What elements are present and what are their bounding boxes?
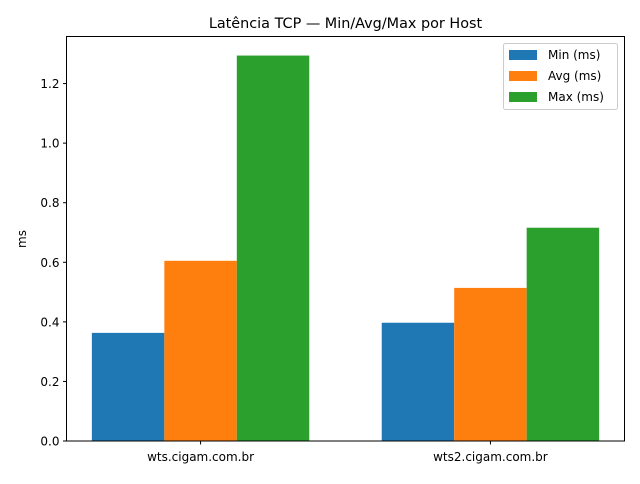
bar-min-0 (91, 332, 165, 441)
legend: Min (ms) Avg (ms) Max (ms) (503, 43, 618, 110)
chart-title: Latência TCP — Min/Avg/Max por Host (209, 16, 483, 32)
x-tick-label: wts2.cigam.com.br (433, 450, 548, 464)
y-tick-label: 1.2 (40, 77, 59, 91)
legend-swatch (509, 92, 537, 102)
legend-label: Avg (ms) (548, 69, 601, 83)
y-tick-label: 0.4 (40, 315, 59, 329)
bar-max-0 (236, 55, 310, 442)
legend-swatch (509, 50, 537, 60)
y-tick-label: 0.6 (40, 256, 59, 270)
legend-label: Min (ms) (548, 48, 600, 62)
plot-frame (66, 36, 625, 442)
y-axis-label: ms (15, 230, 29, 248)
bar-avg-0 (164, 260, 237, 441)
y-tick-label: 0.0 (40, 435, 59, 449)
y-tick-label: 0.8 (40, 196, 59, 210)
y-tick-label: 0.2 (40, 375, 59, 389)
legend-swatch (509, 71, 537, 81)
bar-min-1 (381, 322, 455, 441)
x-tick-label: wts.cigam.com.br (147, 450, 254, 464)
bar-max-1 (526, 227, 600, 441)
y-tick-label: 1.0 (40, 137, 59, 151)
legend-label: Max (ms) (548, 90, 604, 104)
bar-avg-1 (454, 287, 527, 441)
